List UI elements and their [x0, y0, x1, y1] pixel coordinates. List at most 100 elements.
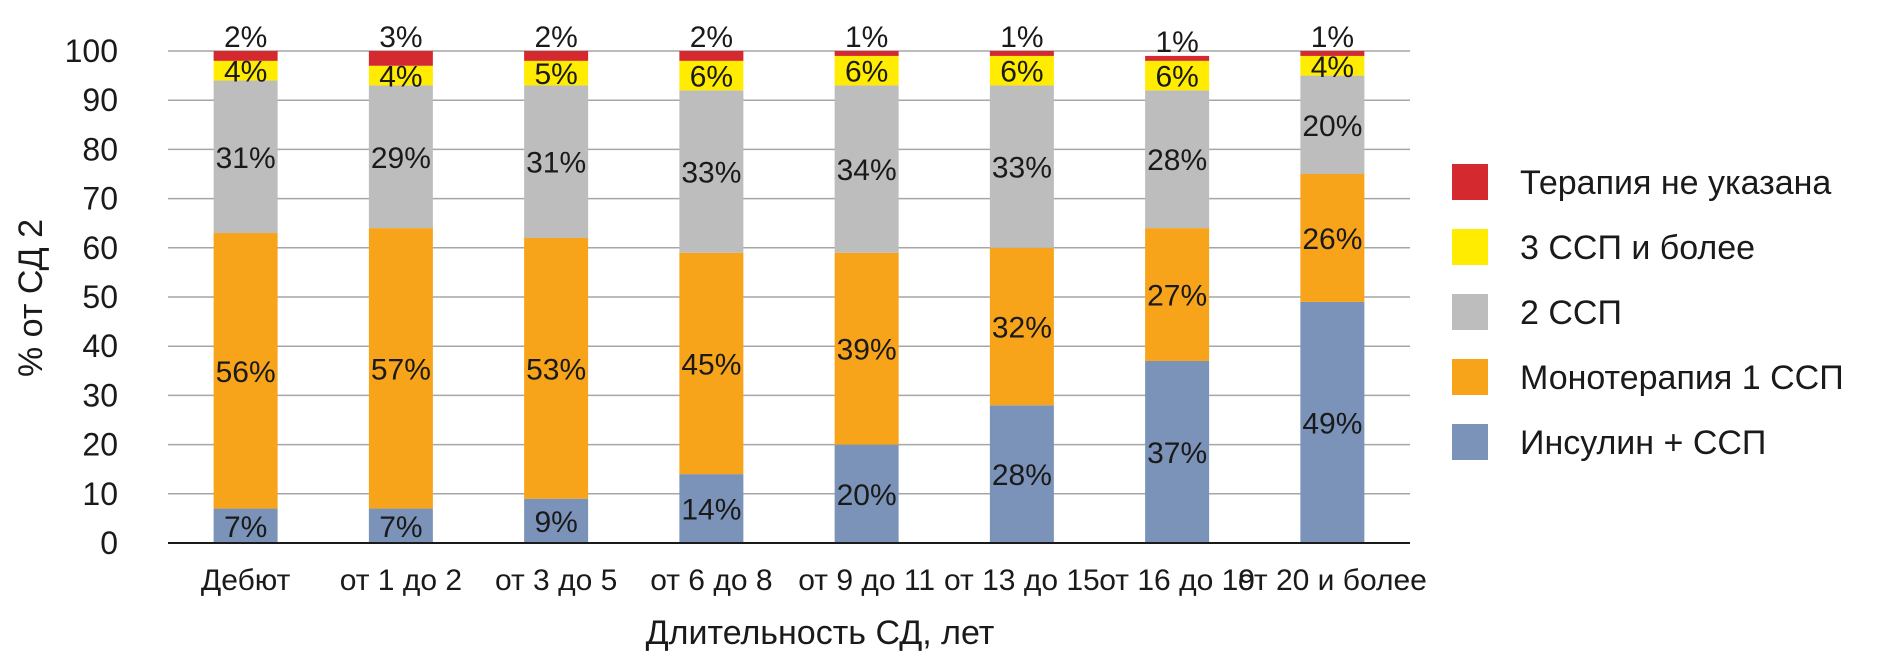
data-label: 6% — [845, 56, 888, 89]
y-axis-ticks: 0 10 20 30 40 50 60 70 80 90 100 — [65, 33, 118, 561]
data-label: 20% — [1302, 110, 1362, 143]
y-tick-label: 80 — [82, 131, 118, 167]
bar-segment — [679, 51, 744, 61]
x-tick-label: от 20 и более — [1238, 564, 1427, 597]
bar-segment — [679, 90, 744, 253]
bar-segment — [524, 85, 589, 238]
data-label: 6% — [690, 61, 733, 94]
data-label: 45% — [681, 348, 741, 381]
data-label: 33% — [992, 152, 1052, 185]
data-label: 1% — [1311, 21, 1354, 54]
y-tick-label: 70 — [82, 181, 118, 217]
data-label: 39% — [837, 334, 897, 367]
bar-segment — [1145, 90, 1210, 229]
data-label: 14% — [681, 494, 741, 527]
data-label: 37% — [1147, 437, 1207, 470]
y-tick-label: 20 — [82, 427, 118, 463]
bar-segment — [989, 247, 1054, 406]
bar-segment — [679, 60, 744, 91]
data-label: 7% — [224, 511, 267, 544]
data-label: 27% — [1147, 280, 1207, 313]
bar-segment — [524, 60, 589, 86]
data-label: 31% — [216, 142, 276, 175]
bar-segment — [213, 80, 278, 234]
bar-segment — [989, 51, 1054, 56]
y-tick-label: 30 — [82, 377, 118, 413]
legend: Терапия не указана 3 ССП и более 2 ССП Моно… — [1452, 164, 1844, 462]
bar-segment — [679, 252, 744, 475]
x-tick-label: от 13 до 15 — [944, 564, 1100, 597]
data-label: 3% — [379, 21, 422, 54]
data-label: 56% — [216, 356, 276, 389]
bar-segment — [834, 444, 899, 543]
legend-label: Терапия не указана — [1520, 164, 1831, 202]
y-tick-label: 50 — [82, 279, 118, 315]
bar-segment — [1145, 60, 1210, 91]
legend-label: Инсулин + ССП — [1520, 424, 1766, 462]
data-label: 4% — [224, 56, 267, 89]
bar-segment — [524, 498, 589, 543]
y-tick-label: 10 — [82, 476, 118, 512]
bar-segment — [1300, 55, 1365, 76]
bar-segment — [368, 228, 433, 509]
y-tick-label: 40 — [82, 328, 118, 364]
y-tick-label: 0 — [100, 525, 118, 561]
bar-segment — [368, 51, 433, 66]
y-tick-label: 60 — [82, 230, 118, 266]
data-label: 32% — [992, 312, 1052, 345]
legend-label: 2 ССП — [1520, 294, 1622, 332]
bar-segment — [1300, 301, 1365, 543]
bar-segment — [213, 51, 278, 61]
data-label: 1% — [1000, 21, 1043, 54]
data-label: 2% — [690, 21, 733, 54]
legend-swatch — [1452, 294, 1488, 330]
data-label: 6% — [1155, 61, 1198, 94]
bar-segment — [679, 474, 744, 543]
bar-segment — [368, 508, 433, 543]
y-tick-label: 90 — [82, 82, 118, 118]
data-label: 4% — [1311, 51, 1354, 84]
bar-segment — [213, 508, 278, 543]
y-axis-title: % от СД 2 — [12, 219, 50, 377]
data-label: 29% — [371, 142, 431, 175]
legend-swatch — [1452, 164, 1488, 200]
data-labels: 7%56%31%4%2%7%57%29%4%3%9%53%31%5%2%14%4… — [216, 21, 1363, 544]
bar-segment — [524, 51, 589, 61]
y-tick-label: 100 — [65, 33, 118, 69]
data-label: 28% — [992, 459, 1052, 492]
data-label: 53% — [526, 353, 586, 386]
legend-swatch — [1452, 424, 1488, 460]
x-axis-ticks: Дебют от 1 до 2 от 3 до 5 от 6 до 8 от 9 до … — [201, 564, 1427, 597]
legend-label: Монотерапия 1 ССП — [1520, 359, 1844, 397]
data-label: 7% — [379, 511, 422, 544]
x-tick-label: от 9 до 11 — [798, 564, 935, 597]
data-label: 49% — [1302, 407, 1362, 440]
data-label: 34% — [837, 154, 897, 187]
bar-segment — [213, 60, 278, 81]
bar-segment — [1300, 51, 1365, 56]
bar-segment — [1300, 174, 1365, 302]
bar-segment — [834, 51, 899, 56]
bar-segment — [989, 85, 1054, 248]
data-label: 1% — [1155, 26, 1198, 59]
legend-swatch — [1452, 229, 1488, 265]
data-label: 1% — [845, 21, 888, 54]
data-label: 2% — [534, 21, 577, 54]
bar-segment — [213, 233, 278, 509]
data-label: 6% — [1000, 56, 1043, 89]
x-tick-label: от 1 до 2 — [340, 564, 462, 597]
bar-segment — [834, 252, 899, 445]
legend-label: 3 ССП и более — [1520, 229, 1755, 267]
bar-segment — [524, 237, 589, 499]
data-label: 5% — [534, 58, 577, 91]
x-tick-label: от 3 до 5 — [495, 564, 617, 597]
data-label: 9% — [534, 506, 577, 539]
bar-segment — [1145, 55, 1210, 61]
data-label: 2% — [224, 21, 267, 54]
data-label: 20% — [837, 479, 897, 512]
bar-segment — [1300, 75, 1365, 174]
legend-swatch — [1452, 359, 1488, 395]
bar-segment — [1145, 360, 1210, 543]
